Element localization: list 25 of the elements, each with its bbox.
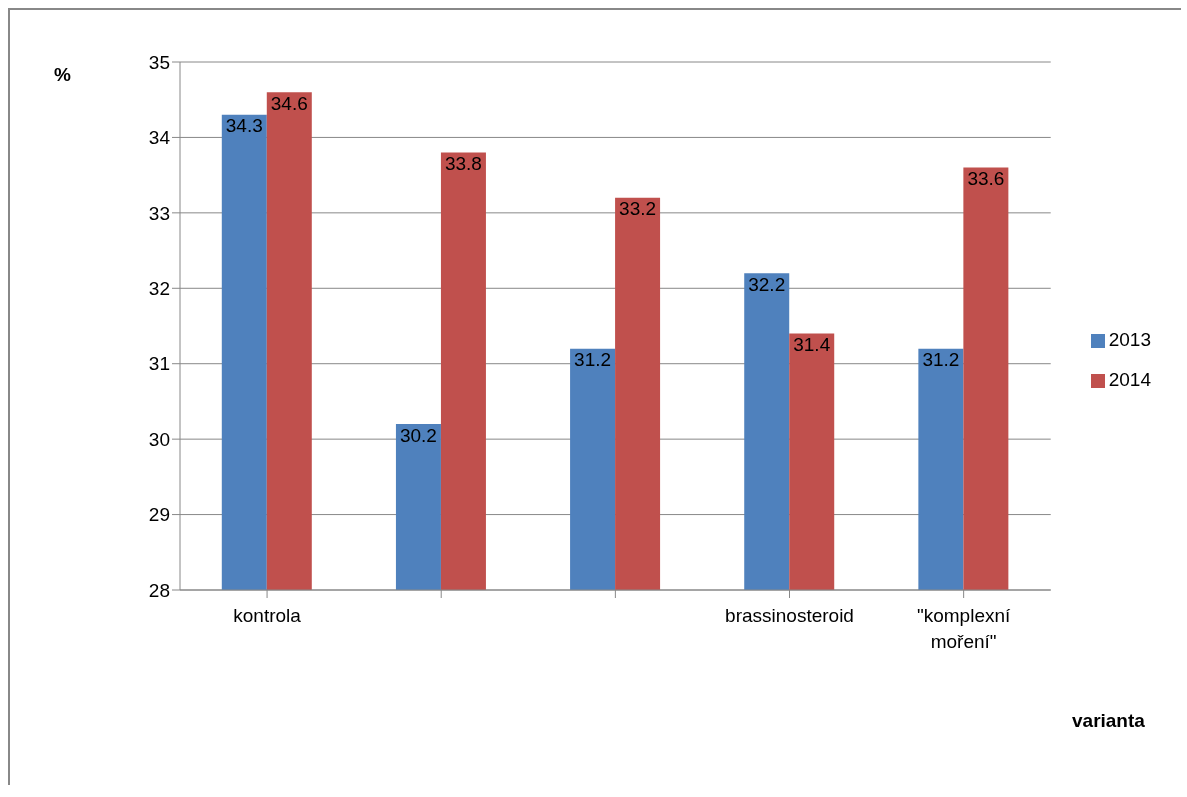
y-tick-label: 29 <box>148 504 170 526</box>
data-label: 33.2 <box>619 198 657 220</box>
data-label: 33.8 <box>444 153 482 174</box>
x-axis-title: varianta <box>1072 710 1145 732</box>
x-tick-label: brassinosteroid <box>725 605 854 626</box>
y-tick-label: 30 <box>148 428 170 450</box>
y-axis-title: % <box>54 64 71 86</box>
x-tick-label: "komplexní moření" <box>916 605 1012 652</box>
y-tick-label: 35 <box>148 51 170 73</box>
data-label: 34.6 <box>270 92 308 114</box>
data-label: 34.3 <box>225 115 263 137</box>
y-tick-label: 33 <box>148 202 170 224</box>
data-label: 31.2 <box>922 349 960 371</box>
legend-label: 2014 <box>1108 369 1151 390</box>
x-tick-label: kontrola <box>233 605 302 626</box>
data-label: 31.2 <box>574 349 612 371</box>
data-label: 30.2 <box>399 424 437 446</box>
data-label: 33.6 <box>967 168 1005 190</box>
y-tick-label: 28 <box>148 579 170 601</box>
y-tick-label: 31 <box>148 353 170 375</box>
data-label: 32.2 <box>748 273 786 295</box>
y-tick-label: 32 <box>148 278 170 300</box>
data-label: 31.4 <box>793 334 831 356</box>
legend-label: 2013 <box>1108 329 1151 350</box>
y-tick-label: 34 <box>148 127 171 149</box>
